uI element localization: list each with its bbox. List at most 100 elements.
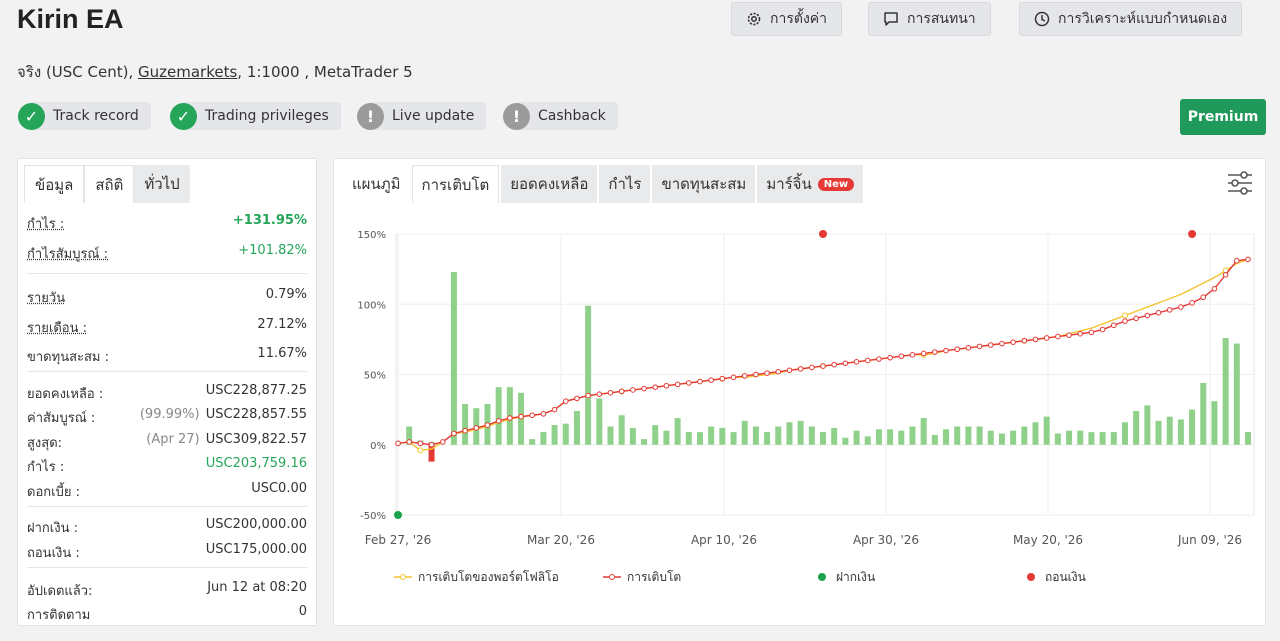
- clock-icon: [1034, 11, 1050, 27]
- daily-bar: [719, 427, 726, 445]
- growth-point: [1010, 339, 1016, 345]
- daily-bar: [764, 432, 771, 445]
- stats-tabs: ข้อมูล สถิติ ทั่วไป: [18, 159, 316, 203]
- live-update-badge[interactable]: ! Live update: [357, 102, 487, 130]
- trading-privileges-badge[interactable]: ✓ Trading privileges: [170, 102, 341, 130]
- daily-bar: [1177, 419, 1184, 445]
- daily-bar: [820, 432, 826, 445]
- growth-point: [1189, 300, 1195, 306]
- growth-point: [529, 412, 536, 419]
- chart-panel: แผนภูมิ การเติบโต ยอดคงเหลือ กำไร ขาดทุน…: [333, 158, 1266, 626]
- growth-point: [786, 367, 793, 374]
- growth-point: [1144, 312, 1151, 319]
- legend-deposit-marker: [818, 573, 826, 581]
- tab-general[interactable]: ทั่วไป: [134, 165, 190, 203]
- legend-deposits: ฝากเงิน: [836, 570, 875, 584]
- custom-analysis-button[interactable]: การวิเคราะห์แบบกำหนดเอง: [1019, 2, 1243, 36]
- negative-bar: [428, 444, 435, 462]
- growth-point: [1222, 271, 1229, 278]
- daily-bar: [708, 426, 715, 445]
- withdrawal-marker: [1188, 230, 1197, 238]
- growth-point: [551, 406, 558, 413]
- growth-point: [775, 368, 782, 375]
- growth-point: [987, 342, 994, 348]
- growth-point: [887, 354, 893, 361]
- daily-bar: [775, 426, 782, 445]
- settings-button[interactable]: การตั้งค่า: [731, 2, 843, 36]
- abs-gain-label[interactable]: กำไรสัมบูรณ์ :: [27, 247, 109, 262]
- growth-point: [417, 440, 424, 447]
- daily-bar: [1043, 416, 1050, 445]
- daily-bar: [1099, 432, 1106, 445]
- gain-label[interactable]: กำไร :: [27, 217, 65, 232]
- broker-link[interactable]: Guzemarkets: [138, 63, 238, 81]
- daily-bar: [931, 434, 938, 445]
- trading-privileges-label: Trading privileges: [205, 108, 329, 124]
- drawdown-value: 11.67%: [257, 346, 307, 361]
- tab-balance[interactable]: ยอดคงเหลือ: [501, 165, 598, 203]
- y-tick-label: 0%: [370, 441, 386, 452]
- premium-button[interactable]: Premium: [1180, 99, 1266, 135]
- tab-info[interactable]: ข้อมูล: [24, 165, 85, 203]
- daily-bar: [696, 432, 703, 445]
- updated-label: อัปเดตแล้ว:: [27, 584, 93, 599]
- track-record-badge[interactable]: ✓ Track record: [18, 102, 151, 130]
- growth-point: [932, 349, 938, 355]
- growth-point: [1133, 315, 1139, 322]
- growth-point: [652, 384, 659, 390]
- growth-point: [1032, 336, 1039, 343]
- tab-growth[interactable]: การเติบโต: [411, 165, 500, 203]
- daily-bar: [987, 430, 994, 445]
- daily-row: รายวัน 0.79%: [27, 287, 307, 308]
- daily-bar: [998, 433, 1005, 445]
- daily-bar: [1021, 426, 1028, 445]
- growth-point: [462, 427, 468, 434]
- growth-point: [864, 357, 871, 364]
- growth-point: [663, 382, 670, 389]
- daily-bar: [406, 426, 413, 445]
- account-type: จริง (USC Cent),: [17, 63, 139, 81]
- growth-point: [618, 388, 625, 395]
- custom-analysis-button-label: การวิเคราะห์แบบกำหนดเอง: [1058, 11, 1228, 27]
- highest-value: USC309,822.57: [205, 432, 307, 447]
- daily-bar: [1233, 343, 1240, 445]
- monthly-label[interactable]: รายเดือน :: [27, 321, 87, 336]
- growth-point: [630, 387, 636, 393]
- tab-drawdown[interactable]: ขาดทุนสะสม: [652, 165, 756, 203]
- growth-point: [999, 340, 1005, 347]
- discussion-button[interactable]: การสนทนา: [868, 2, 991, 36]
- tab-stats[interactable]: สถิติ: [84, 165, 135, 203]
- balance-row: ยอดคงเหลือ : USC228,877.25: [27, 383, 307, 404]
- growth-point: [395, 440, 401, 447]
- growth-point: [1055, 333, 1061, 340]
- highest-value-wrap: (Apr 27) USC309,822.57: [146, 432, 307, 453]
- growth-point: [1245, 256, 1251, 263]
- daily-bar: [1077, 430, 1084, 445]
- x-tick-label: Apr 30, '26: [853, 533, 919, 547]
- cashback-badge[interactable]: ! Cashback: [503, 102, 618, 130]
- daily-bar: [898, 430, 905, 445]
- daily-bar: [831, 427, 838, 445]
- growth-point: [495, 418, 502, 424]
- daily-bar: [853, 430, 860, 445]
- growth-point: [1200, 294, 1207, 301]
- daily-bar: [1066, 430, 1073, 445]
- sliders-icon[interactable]: [1227, 171, 1253, 195]
- growth-point: [1166, 307, 1173, 313]
- equity-value: USC228,857.55: [205, 407, 307, 422]
- daily-bar: [618, 415, 625, 445]
- growth-point: [585, 392, 591, 399]
- tab-margin[interactable]: มาร์จิ้น New: [757, 165, 864, 203]
- account-subtitle: จริง (USC Cent), Guzemarkets, 1:1000 , M…: [17, 60, 413, 84]
- tab-profit[interactable]: กำไร: [599, 165, 651, 203]
- daily-bar: [641, 439, 648, 445]
- daily-bar: [607, 426, 614, 445]
- daily-label[interactable]: รายวัน: [27, 291, 66, 306]
- daily-bar: [529, 439, 536, 445]
- tracking-value: 0: [298, 604, 307, 619]
- daily-bar: [1054, 433, 1061, 445]
- settings-button-label: การตั้งค่า: [770, 11, 828, 27]
- tab-chart[interactable]: แผนภูมิ: [343, 165, 410, 203]
- growth-point: [909, 352, 916, 358]
- growth-point: [473, 425, 480, 431]
